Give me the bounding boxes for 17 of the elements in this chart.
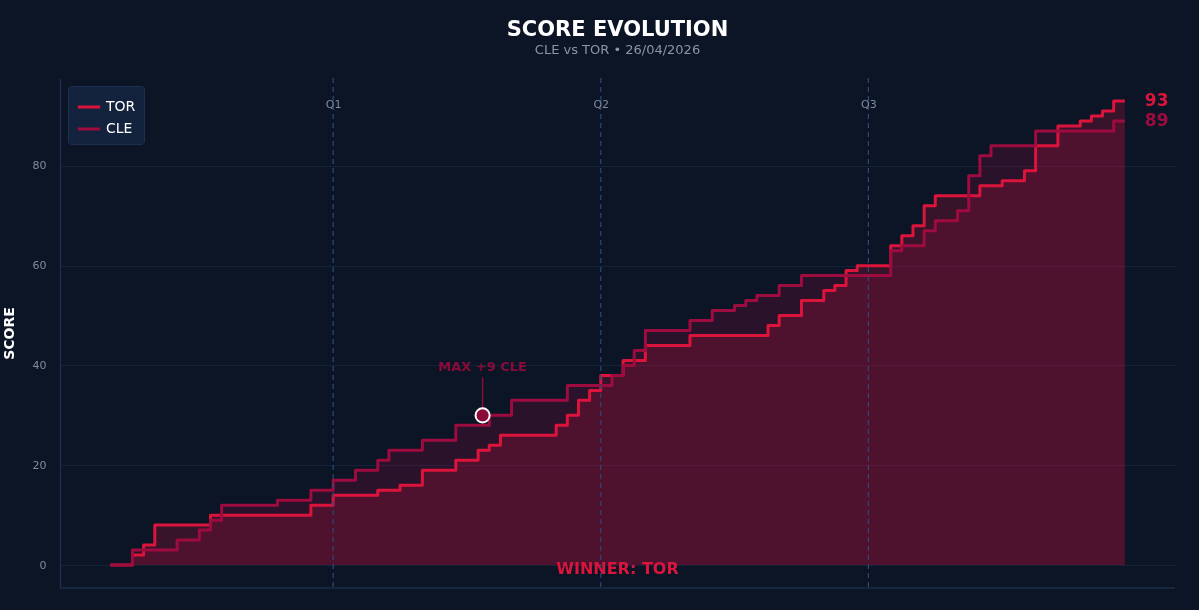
data-label: 89 [1144,109,1169,130]
y-tick-label: 20 [32,458,47,472]
legend-label: TOR [105,98,136,114]
legend-label: CLE [106,120,133,136]
y-tick-label: 0 [39,558,47,572]
y-tick-label: 40 [32,358,47,372]
y-axis-title: SCORE [0,307,17,360]
annotation: MAX +9 CLE [438,359,527,375]
x-tick-label: Q2 [593,97,610,111]
y-tick-label: 80 [32,159,47,173]
x-tick-label: Q1 [325,97,342,111]
chart-title: SCORE EVOLUTION [506,17,729,42]
y-tick-label: 60 [32,259,47,273]
data-label: 93 [1144,89,1169,110]
chart-subtitle: CLE vs TOR • 26/04/2026 [534,42,701,58]
x-tick-label: Q3 [861,97,877,111]
annotation: WINNER: TOR [556,559,679,578]
